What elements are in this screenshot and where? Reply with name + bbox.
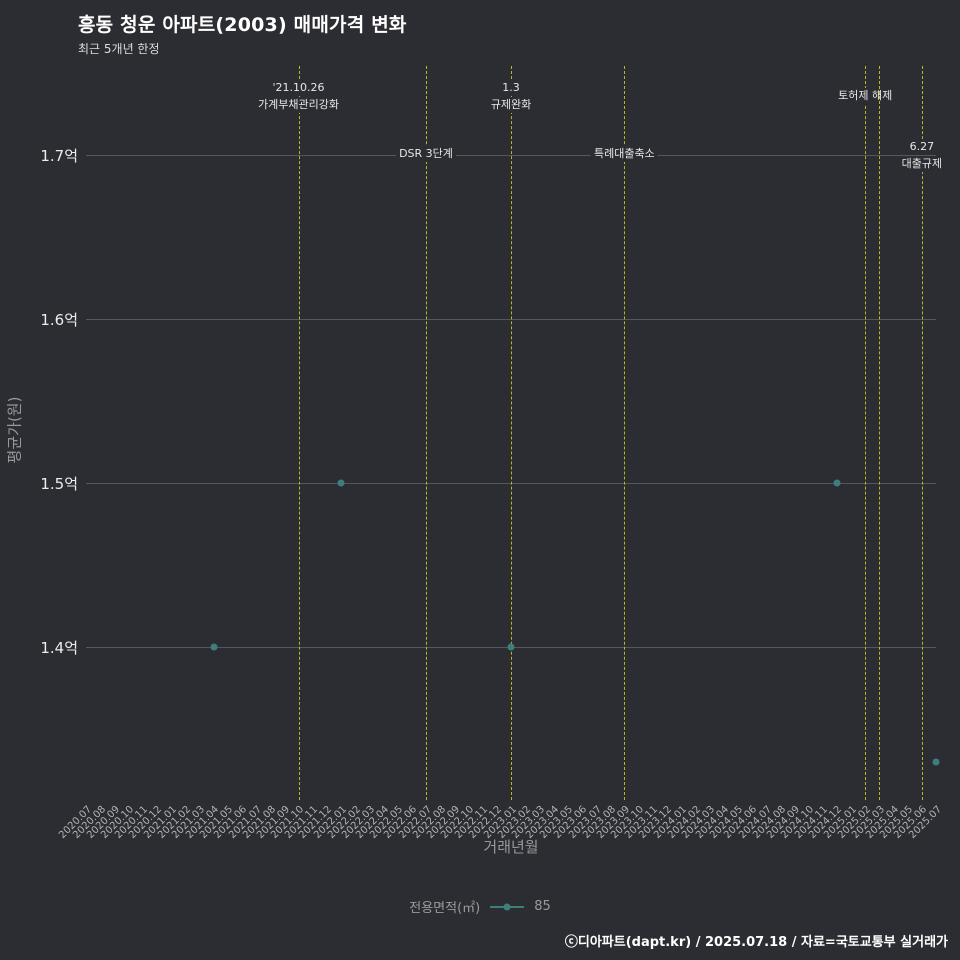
data-point[interactable] xyxy=(932,758,940,766)
legend-series-label: 85 xyxy=(534,899,551,914)
data-point[interactable] xyxy=(337,479,345,487)
event-annotation: 토허제 해제 xyxy=(835,88,896,104)
y-axis-title: 평균가(원) xyxy=(5,396,24,464)
legend-series-marker-icon xyxy=(490,905,525,908)
y-tick-label: 1.4억 xyxy=(40,639,78,657)
event-line xyxy=(511,66,512,800)
event-line xyxy=(879,66,881,800)
y-tick-label: 1.5억 xyxy=(40,475,78,493)
legend-title: 전용면적(㎡) xyxy=(409,901,481,916)
event-annotation: '21.10.26 xyxy=(269,80,328,96)
event-annotation: 대출규제 xyxy=(898,156,946,172)
event-annotation: DSR 3단계 xyxy=(396,146,456,162)
event-annotation: 6.27 xyxy=(906,139,938,155)
chart-title: 흥동 청운 아파트(2003) 매매가격 변화 xyxy=(78,14,407,36)
event-annotation: 가계부채관리강화 xyxy=(255,97,342,113)
event-annotation: 1.3 xyxy=(499,80,523,96)
event-line xyxy=(298,66,300,800)
event-annotation: 특례대출축소 xyxy=(590,146,658,162)
data-point[interactable] xyxy=(507,643,515,651)
event-line xyxy=(624,66,626,800)
event-annotation: 규제완화 xyxy=(487,97,535,113)
data-point[interactable] xyxy=(210,643,217,651)
y-tick-label: 1.6억 xyxy=(40,311,78,329)
x-axis-title: 거래년월 xyxy=(483,838,539,856)
data-point[interactable] xyxy=(833,479,841,487)
footer-credit: ⓒ디아파트(dapt.kr) / 2025.07.18 / 자료=국토교통부 실… xyxy=(564,935,948,950)
y-tick-label: 1.7억 xyxy=(40,147,78,165)
event-line xyxy=(921,66,923,800)
event-line xyxy=(865,66,867,800)
chart-subtitle: 최근 5개년 한정 xyxy=(78,42,160,56)
legend: 전용면적(㎡) 85 xyxy=(0,897,960,916)
event-line xyxy=(426,66,427,800)
